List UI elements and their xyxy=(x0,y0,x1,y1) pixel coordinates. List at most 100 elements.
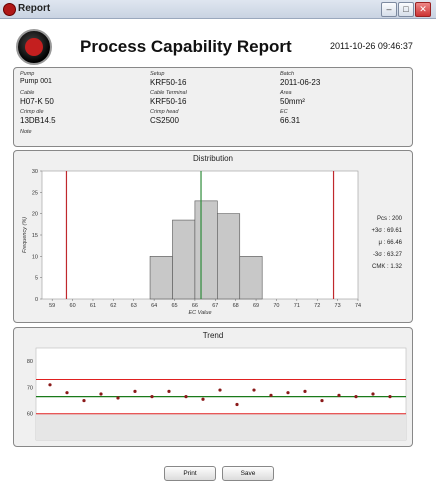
note-field: Note xyxy=(20,129,32,135)
stat-cmk: CMK : 1.32 xyxy=(371,264,402,270)
pump-value: Pump 001 xyxy=(20,78,52,85)
x-tick-label: 60 xyxy=(70,303,76,309)
distribution-stats: Pcs : 200 +3σ : 69.61 μ : 66.46 -3σ : 63… xyxy=(371,213,402,273)
trend-point xyxy=(218,388,222,392)
trend-point xyxy=(252,388,256,392)
distribution-chart: 0 5 10 15 20 25 30 59 60 61 62 63 64 65 66 67 68 69 70 71 72… xyxy=(22,169,361,316)
crimp-head-value: CS2500 xyxy=(150,116,179,125)
pump-label: Pump xyxy=(20,71,35,77)
histogram-bar xyxy=(217,213,241,300)
setup-field: Setup KRF50-16 xyxy=(150,71,186,87)
close-button[interactable]: ✕ xyxy=(415,2,431,17)
ec-label: EC xyxy=(280,109,288,115)
x-tick-label: 71 xyxy=(294,303,300,309)
trend-point xyxy=(167,389,171,393)
cable-terminal-field: Cable Terminal KRF50-16 xyxy=(150,90,187,106)
crimp-die-label: Crimp die xyxy=(20,109,44,115)
y-tick-label: 15 xyxy=(32,233,38,239)
window-title: Report xyxy=(18,3,51,14)
info-panel: Pump Pump 001 Setup KRF50-16 Batch 2011-… xyxy=(13,67,413,147)
trend-point xyxy=(116,396,120,400)
trend-point xyxy=(354,395,358,399)
maximize-button[interactable]: □ xyxy=(398,2,414,17)
pump-field: Pump Pump 001 xyxy=(20,71,52,85)
ec-field: EC 66.31 xyxy=(280,109,300,125)
x-tick-label: 64 xyxy=(151,303,157,309)
y-tick-label: 30 xyxy=(32,169,38,175)
histogram-bar xyxy=(239,256,263,300)
trend-point xyxy=(48,383,52,387)
batch-label: Batch xyxy=(280,71,295,77)
trend-point xyxy=(269,393,273,397)
trend-title: Trend xyxy=(202,331,224,340)
area-value: 50mm² xyxy=(280,97,305,106)
cable-label: Cable xyxy=(20,90,35,96)
trend-point xyxy=(133,389,137,393)
y-tick-label: 70 xyxy=(27,385,33,391)
trend-chart: 60 70 80 xyxy=(27,347,407,441)
setup-value: KRF50-16 xyxy=(150,78,187,87)
x-axis-label: EC Value xyxy=(188,310,211,316)
title-bar: Report – □ ✕ xyxy=(0,0,436,19)
trend-point xyxy=(65,391,69,395)
save-button[interactable]: Save xyxy=(222,466,274,481)
x-tick-label: 63 xyxy=(131,303,137,309)
histogram-bar xyxy=(194,200,218,300)
y-axis-label: Frequency (%) xyxy=(22,217,28,253)
trend-point xyxy=(371,392,375,396)
x-tick-label: 72 xyxy=(314,303,320,309)
distribution-title: Distribution xyxy=(192,154,233,163)
trend-point xyxy=(303,389,307,393)
minimize-button[interactable]: – xyxy=(381,2,397,17)
crimp-head-field: Crimp head CS2500 xyxy=(150,109,179,125)
x-tick-label: 61 xyxy=(90,303,96,309)
x-tick-label: 69 xyxy=(253,303,259,309)
trend-point xyxy=(201,397,205,401)
ec-value: 66.31 xyxy=(280,116,301,125)
company-logo xyxy=(16,29,52,65)
area-field: Area 50mm² xyxy=(280,90,305,106)
trend-point xyxy=(150,395,154,399)
report-page: Process Capability Report 2011-10-26 09:… xyxy=(0,19,436,484)
area-label: Area xyxy=(280,90,292,96)
print-button[interactable]: Print xyxy=(164,466,216,481)
distribution-panel: Distribution 0 5 10 15 20 25 30 59 60 61 62 63 64 65 6… xyxy=(13,150,413,323)
y-tick-label: 10 xyxy=(32,254,38,260)
batch-value: 2011-06-23 xyxy=(280,78,321,87)
crimp-die-value: 13DB14.5 xyxy=(20,116,56,125)
x-tick-label: 59 xyxy=(49,303,55,309)
y-tick-label: 80 xyxy=(27,359,33,365)
cable-field: Cable H07-K 50 xyxy=(20,90,54,106)
trend-point xyxy=(388,395,392,399)
below-limit-band xyxy=(36,413,406,440)
setup-label: Setup xyxy=(150,71,165,77)
trend-point xyxy=(82,398,86,403)
trend-point xyxy=(184,395,188,399)
x-tick-label: 74 xyxy=(355,303,361,309)
stat-plus-3-sigma: +3σ : 69.61 xyxy=(371,228,402,234)
report-datetime: 2011-10-26 09:46:37 xyxy=(330,41,413,51)
y-tick-label: 20 xyxy=(32,212,38,218)
x-tick-label: 62 xyxy=(110,303,116,309)
histogram-bar xyxy=(149,256,173,300)
cable-value: H07-K 50 xyxy=(20,97,54,106)
y-tick-label: 0 xyxy=(35,297,38,303)
stat-mean: μ : 66.46 xyxy=(378,240,402,246)
x-tick-label: 65 xyxy=(171,303,177,309)
crimp-head-label: Crimp head xyxy=(150,109,179,115)
stat-pcs: Pcs : 200 xyxy=(376,216,402,222)
note-label: Note xyxy=(20,129,32,135)
y-tick-label: 60 xyxy=(27,412,33,418)
trend-point xyxy=(337,393,341,397)
trend-panel: Trend 60 70 80 xyxy=(13,327,413,447)
crimp-die-field: Crimp die 13DB14.5 xyxy=(20,109,56,125)
app-icon xyxy=(3,3,16,16)
trend-point xyxy=(286,391,290,395)
x-tick-label: 70 xyxy=(273,303,279,309)
x-tick-label: 68 xyxy=(233,303,239,309)
trend-point xyxy=(99,392,103,396)
batch-field: Batch 2011-06-23 xyxy=(280,71,320,87)
trend-point xyxy=(320,398,324,403)
report-title: Process Capability Report xyxy=(80,37,292,56)
x-tick-label: 66 xyxy=(192,303,198,309)
